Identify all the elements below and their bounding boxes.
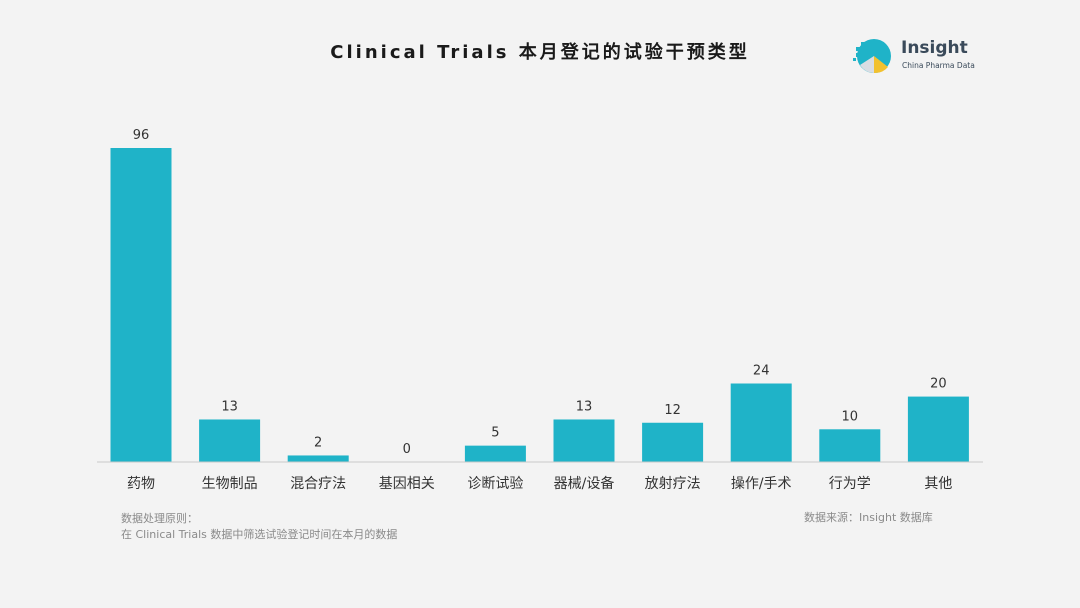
bar <box>730 383 792 462</box>
category-label: 操作/手术 <box>731 476 792 492</box>
category-label: 行为学 <box>829 476 871 492</box>
logo-name: Insight <box>901 38 968 58</box>
data-label: 20 <box>930 377 947 392</box>
category-label: 其他 <box>924 476 952 492</box>
data-label: 13 <box>576 399 593 414</box>
data-label: 5 <box>491 426 499 441</box>
insight-logo: Insight China Pharma Data <box>852 34 982 78</box>
bar <box>287 455 349 462</box>
bar <box>819 429 881 462</box>
category-label: 药物 <box>127 476 155 492</box>
data-label: 0 <box>403 442 411 457</box>
bar <box>110 148 172 462</box>
data-note-body: 在 Clinical Trials 数据中筛选试验登记时间在本月的数据 <box>121 528 398 541</box>
bar <box>199 419 261 462</box>
logo-subtitle: China Pharma Data <box>902 61 975 70</box>
data-label: 12 <box>664 403 681 418</box>
category-label: 放射疗法 <box>645 476 701 492</box>
bar <box>907 396 969 462</box>
insight-logo-icon <box>853 39 891 74</box>
data-label: 2 <box>314 435 322 450</box>
bar <box>642 422 704 462</box>
category-label: 诊断试验 <box>467 476 523 492</box>
data-label: 13 <box>221 399 238 414</box>
data-note-title: 数据处理原则： <box>121 512 198 525</box>
data-label: 24 <box>753 364 770 379</box>
data-source: 数据来源：Insight 数据库 <box>804 511 933 524</box>
data-label: 10 <box>842 409 859 424</box>
category-label: 基因相关 <box>379 475 435 492</box>
category-label: 生物制品 <box>202 476 258 492</box>
data-label: 96 <box>133 128 150 143</box>
bar <box>464 445 526 462</box>
category-label: 混合疗法 <box>290 476 346 492</box>
category-label: 器械/设备 <box>554 475 615 492</box>
data-note: 数据处理原则： 在 Clinical Trials 数据中筛选试验登记时间在本月… <box>121 511 397 543</box>
bar <box>553 419 615 462</box>
chart-title: Clinical Trials 本月登记的试验干预类型 <box>330 42 750 63</box>
